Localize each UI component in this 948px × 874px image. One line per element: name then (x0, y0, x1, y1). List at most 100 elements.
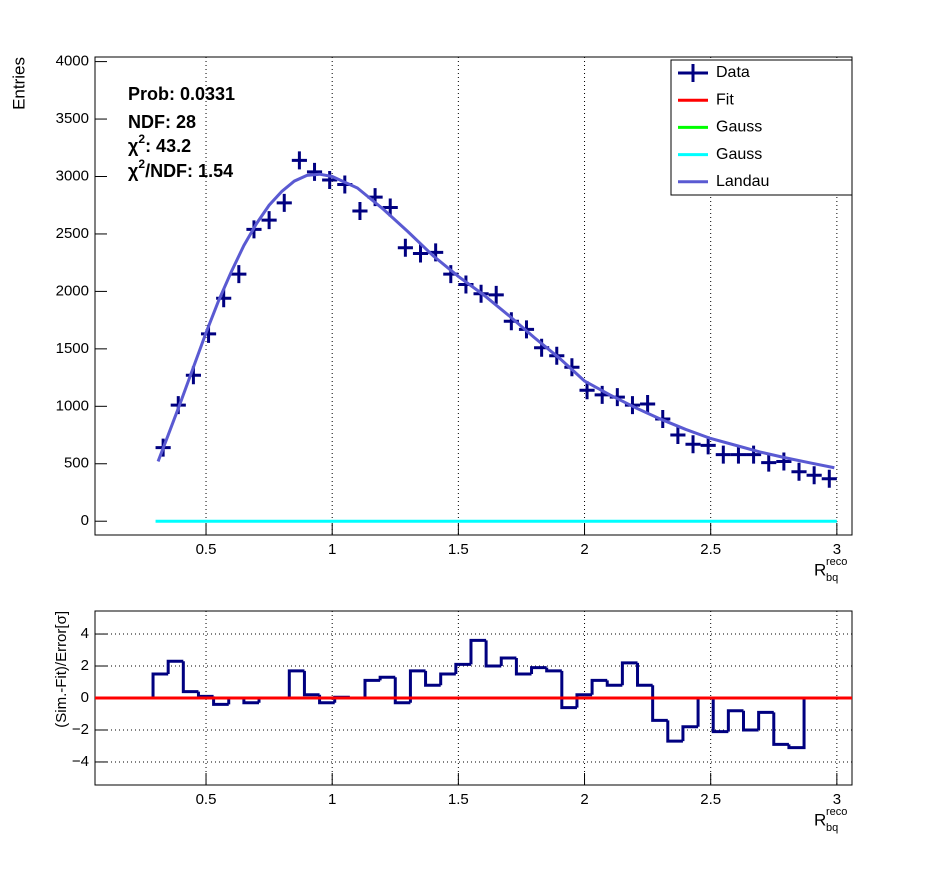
residual-bin (424, 670, 441, 687)
residual-bin (636, 662, 653, 687)
y-tick-label: 0 (81, 689, 89, 706)
legend-label: Fit (716, 91, 734, 108)
data-point (261, 211, 277, 230)
residual-bin (787, 698, 806, 750)
residual-bin (741, 710, 759, 732)
stat-symbol: χ (128, 136, 139, 156)
residual-bin (726, 709, 744, 732)
y-axis-title: (Sim.-Fit)/Error[σ] (53, 611, 70, 728)
legend-label: Data (716, 64, 750, 81)
y-tick-label: 2500 (56, 225, 89, 242)
y-tick-label: 3000 (56, 167, 89, 184)
data-point (670, 426, 686, 445)
residual-bin (575, 693, 593, 708)
y-tick-label: 2 (81, 657, 89, 674)
x-tick-label: 1.5 (448, 791, 469, 808)
residual-bin (408, 669, 426, 703)
residual-bin (181, 661, 199, 694)
legend-label: Landau (716, 173, 769, 190)
residual-bin (620, 661, 638, 686)
x-tick-label: 2.5 (700, 541, 721, 558)
residual-bin (242, 698, 260, 705)
x-tick-label: 0.5 (196, 791, 217, 808)
data-point (291, 151, 307, 170)
residual-bin (302, 670, 320, 697)
stat-sup: 2 (138, 157, 145, 171)
data-point (806, 466, 822, 485)
data-point (715, 445, 731, 464)
y-axis-title: Entries (9, 57, 28, 110)
x-axis-title-sub: bq (826, 572, 838, 584)
x-axis-title-sup: reco (826, 556, 847, 568)
residual-bin (757, 710, 774, 730)
residual-bin (166, 659, 184, 675)
stat-text: : 43.2 (145, 136, 191, 156)
residual-bin (393, 677, 411, 705)
data-point (821, 469, 837, 488)
x-tick-label: 0.5 (196, 541, 217, 558)
data-point (791, 462, 807, 481)
y-tick-label: 1000 (56, 397, 89, 414)
residual-bin (530, 666, 547, 675)
y-tick-label: 3500 (56, 110, 89, 127)
x-axis-title-sub: bq (826, 822, 838, 834)
stat-line: χ2/NDF: 1.54 (128, 157, 233, 181)
x-tick-label: 1.5 (448, 541, 469, 558)
legend-label: Gauss (716, 146, 762, 163)
x-tick-label: 2 (580, 791, 588, 808)
stat-line: Prob: 0.0331 (128, 84, 235, 104)
stat-line: NDF: 28 (128, 112, 196, 132)
data-point (352, 201, 368, 220)
data-point (730, 445, 747, 464)
frame (94, 56, 853, 536)
stat-text: /NDF: 1.54 (145, 161, 233, 181)
y-tick-label: 4 (81, 625, 89, 642)
data-point (488, 285, 504, 304)
data-point (776, 452, 792, 471)
data-point (685, 435, 701, 454)
y-tick-label: 2000 (56, 282, 89, 299)
y-tick-label: 4000 (56, 53, 89, 70)
residual-bin (681, 725, 699, 742)
residual-bin (196, 691, 214, 698)
residual-bin (514, 658, 532, 676)
y-tick-label: 1500 (56, 340, 89, 357)
residual-bin (469, 638, 487, 665)
residual-bin (545, 667, 562, 673)
data-point (746, 445, 762, 464)
residual-bin (378, 675, 396, 681)
x-tick-label: 1 (328, 791, 336, 808)
stat-line: χ2: 43.2 (128, 132, 191, 156)
data-point (640, 395, 656, 414)
residual-bin (711, 698, 729, 734)
residual-bin (287, 669, 305, 698)
x-axis-title: R (814, 810, 826, 829)
residual-bin (560, 670, 577, 710)
residual-bin (454, 662, 471, 675)
stat-symbol: χ (128, 161, 139, 181)
data-point (322, 170, 338, 189)
data-point (276, 193, 292, 212)
data-point (579, 381, 595, 400)
data-point (412, 244, 429, 263)
x-tick-label: 2 (580, 541, 588, 558)
data-point (700, 436, 716, 455)
x-axis-title: R (814, 560, 826, 579)
residual-bin (651, 685, 668, 722)
data-point (382, 198, 398, 217)
residual-bin (666, 720, 683, 743)
data-point (397, 238, 413, 257)
y-tick-label: 500 (64, 455, 89, 472)
x-tick-label: 3 (833, 791, 841, 808)
fit-curve (156, 172, 835, 470)
data-point (564, 358, 580, 377)
x-tick-label: 1 (328, 541, 336, 558)
x-axis-title-sup: reco (826, 806, 847, 818)
residual-bin (484, 640, 502, 668)
residual-bin (696, 696, 714, 727)
data-point (231, 265, 247, 284)
stat-sup: 2 (138, 132, 145, 146)
legend-label: Gauss (716, 119, 762, 136)
residual-bin (499, 656, 517, 667)
